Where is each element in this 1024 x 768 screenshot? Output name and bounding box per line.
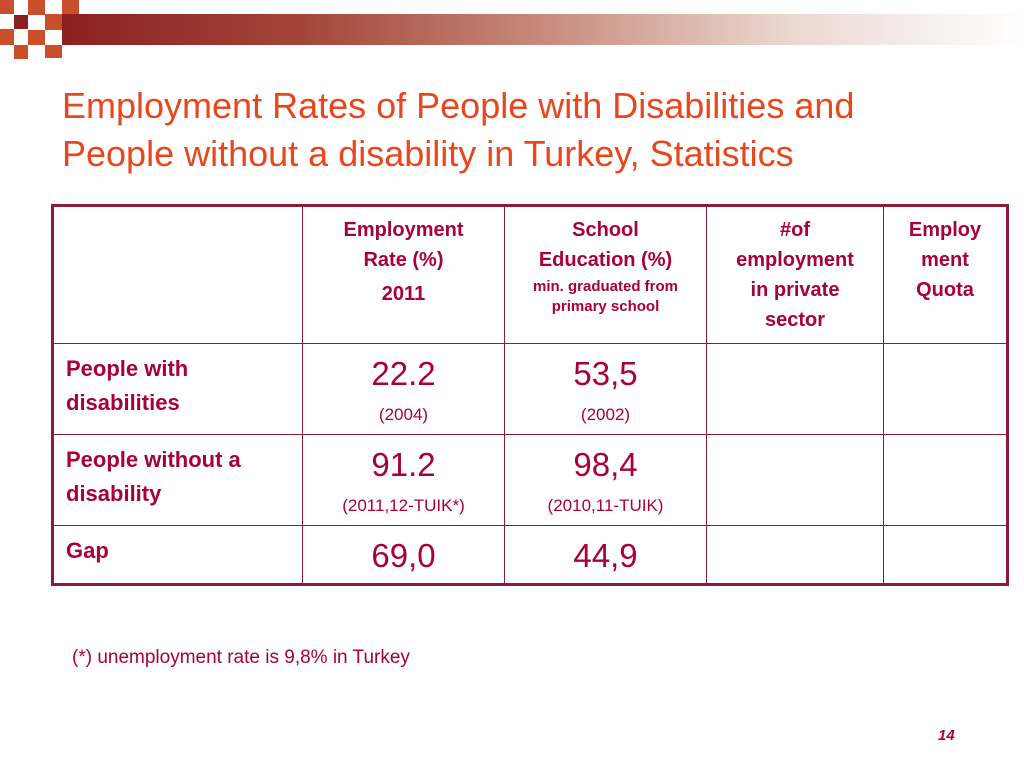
school-education-cell: 53,5 (2002) — [504, 343, 707, 435]
value: 22.2 — [371, 355, 436, 392]
header-quota: Employ ment Quota — [883, 205, 1008, 344]
header-school-education: School Education (%) min. graduated from… — [504, 205, 707, 344]
decor-square — [28, 0, 45, 15]
page-number: 14 — [938, 727, 955, 744]
header-text: Employ — [908, 219, 982, 241]
slide-title: Employment Rates of People with Disabili… — [62, 82, 1002, 178]
header-text: #of — [780, 219, 810, 241]
header-text: School — [572, 219, 639, 241]
header-subtext-line: primary school — [551, 298, 660, 315]
decor-square — [14, 45, 28, 59]
value-note: (2004) — [378, 405, 429, 424]
header-text: Rate (%) — [363, 249, 444, 271]
header-text: in private — [750, 279, 840, 301]
title-line: People without a disability in Turkey, S… — [62, 133, 794, 174]
quota-cell — [883, 343, 1008, 435]
decor-square — [45, 14, 62, 30]
employment-rate-cell: 22.2 (2004) — [302, 343, 505, 435]
private-sector-cell — [706, 525, 884, 585]
decor-square — [14, 15, 28, 29]
header-private-sector: #of employment in private sector — [706, 205, 884, 344]
header-text: Education (%) — [538, 249, 673, 271]
row-label-line: disabilities — [66, 390, 180, 415]
private-sector-cell — [706, 343, 884, 435]
table-row: People without a disability 91.2 (2011,1… — [52, 434, 1008, 526]
table-row: Gap 69,0 44,9 — [52, 525, 1008, 585]
header-employment-rate: Employment Rate (%) 2011 — [302, 205, 505, 344]
header-text: sector — [764, 309, 826, 331]
quota-cell — [883, 525, 1008, 585]
row-label-line: People with — [66, 356, 189, 381]
decor-square — [45, 45, 62, 58]
row-label-line: People without a — [66, 447, 241, 472]
header-text: ment — [921, 249, 969, 271]
value-note: (2010,11-TUIK) — [547, 496, 664, 515]
row-label-line: Gap — [66, 538, 109, 563]
decor-square — [28, 30, 45, 45]
value: 44,9 — [573, 537, 638, 574]
school-education-cell: 98,4 (2010,11-TUIK) — [504, 434, 707, 526]
header-gradient-bar — [62, 14, 1024, 45]
statistics-table: Employment Rate (%) 2011 School Educatio… — [51, 204, 1009, 586]
table-row: People with disabilities 22.2 (2004) 53,… — [52, 343, 1008, 435]
row-label: People with disabilities — [52, 343, 303, 435]
table-header-row: Employment Rate (%) 2011 School Educatio… — [52, 205, 1008, 344]
row-label: People without a disability — [52, 434, 303, 526]
header-text: Quota — [916, 279, 974, 301]
value: 69,0 — [371, 537, 436, 574]
header-text: employment — [736, 249, 854, 271]
header-year: 2011 — [381, 283, 426, 305]
footnote: (*) unemployment rate is 9,8% in Turkey — [72, 647, 410, 668]
header-empty-cell — [52, 205, 303, 344]
value: 53,5 — [573, 355, 638, 392]
value-note: (2002) — [580, 405, 631, 424]
value: 91.2 — [371, 446, 436, 483]
header-subtext: min. graduated from primary school — [505, 277, 706, 317]
value: 98,4 — [573, 446, 638, 483]
title-line: Employment Rates of People with Disabili… — [62, 85, 855, 126]
decor-square — [0, 0, 14, 14]
quota-cell — [883, 434, 1008, 526]
employment-rate-cell: 91.2 (2011,12-TUIK*) — [302, 434, 505, 526]
header-text: Employment — [343, 219, 464, 241]
header-subtext-line: min. graduated from — [532, 278, 678, 295]
decor-square — [0, 29, 14, 45]
private-sector-cell — [706, 434, 884, 526]
employment-rate-cell: 69,0 — [302, 525, 505, 585]
row-label-line: disability — [66, 481, 162, 506]
row-label: Gap — [52, 525, 303, 585]
value-note: (2011,12-TUIK*) — [342, 496, 465, 515]
decor-square — [62, 0, 79, 14]
school-education-cell: 44,9 — [504, 525, 707, 585]
